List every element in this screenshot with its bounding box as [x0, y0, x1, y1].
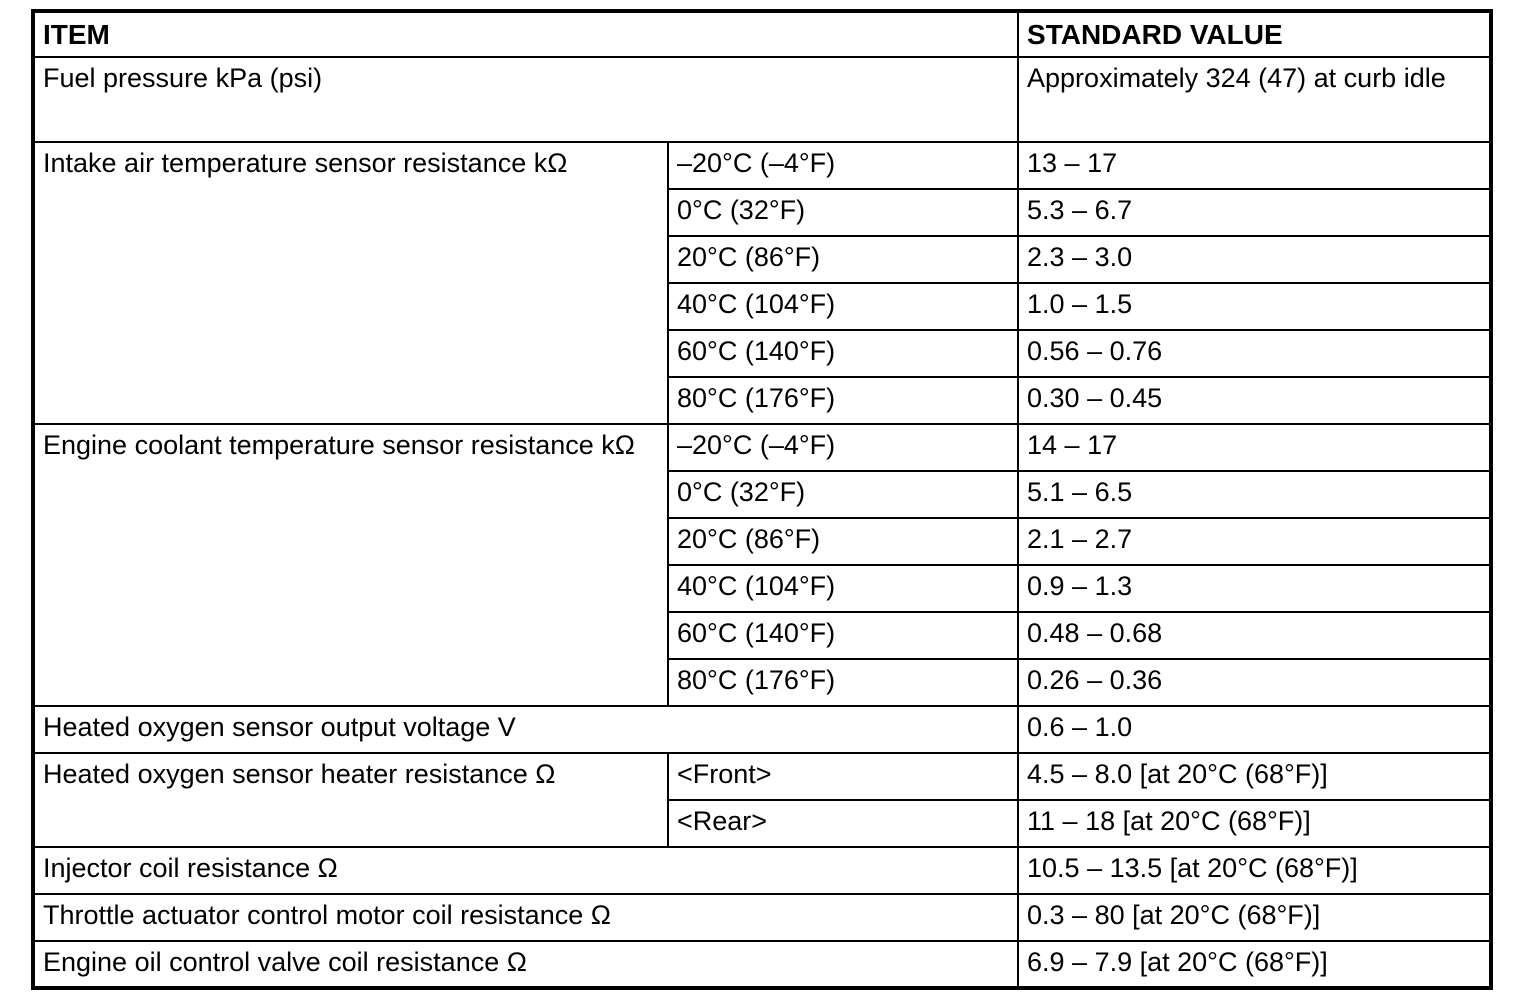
item-cell: Engine coolant temperature sensor resist…: [32, 423, 669, 707]
value-cell: 1.0 – 1.5: [1017, 282, 1493, 331]
table-row: 60°C (140°F) 0.56 – 0.76: [33, 329, 1493, 378]
table-row: <Rear> 11 – 18 [at 20°C (68°F)]: [33, 799, 1493, 848]
table-row: 60°C (140°F) 0.48 – 0.68: [33, 611, 1493, 660]
table-row: Injector coil resistance Ω 10.5 – 13.5 […: [31, 846, 1493, 895]
value-cell: 0.3 – 80 [at 20°C (68°F)]: [1017, 893, 1493, 942]
header-standard-value-cell: STANDARD VALUE: [1017, 10, 1493, 58]
condition-cell: 60°C (140°F): [666, 329, 1020, 378]
value-cell: 2.1 – 2.7: [1017, 517, 1493, 566]
value-cell: 11 – 18 [at 20°C (68°F)]: [1017, 799, 1493, 848]
table-row: 0°C (32°F) 5.3 – 6.7: [33, 188, 1493, 237]
value-cell: 4.5 – 8.0 [at 20°C (68°F)]: [1017, 752, 1493, 801]
table-row: 0°C (32°F) 5.1 – 6.5: [33, 470, 1493, 519]
table-row: 80°C (176°F) 0.26 – 0.36: [33, 658, 1493, 707]
header-item-cell: ITEM: [31, 10, 1020, 58]
condition-cell: 20°C (86°F): [666, 517, 1020, 566]
value-cell: 14 – 17: [1017, 423, 1493, 472]
table-row: Fuel pressure kPa (psi) Approximately 32…: [31, 56, 1493, 143]
value-cell: 5.3 – 6.7: [1017, 188, 1493, 237]
value-cell: 0.6 – 1.0: [1017, 705, 1493, 754]
table-header-row: ITEM STANDARD VALUE: [31, 10, 1493, 58]
table-row: Engine oil control valve coil resistance…: [31, 940, 1493, 989]
table-row: 40°C (104°F) 0.9 – 1.3: [33, 564, 1493, 613]
value-cell: 0.26 – 0.36: [1017, 658, 1493, 707]
item-cell: Throttle actuator control motor coil res…: [31, 893, 1020, 942]
value-cell: Approximately 324 (47) at curb idle: [1017, 56, 1493, 143]
condition-cell: 40°C (104°F): [666, 564, 1020, 613]
item-cell: Fuel pressure kPa (psi): [31, 56, 1020, 143]
value-cell: 5.1 – 6.5: [1017, 470, 1493, 519]
value-cell: 2.3 – 3.0: [1017, 235, 1493, 284]
condition-cell: <Front>: [666, 752, 1020, 801]
condition-cell: –20°C (–4°F): [666, 423, 1020, 472]
value-cell: 10.5 – 13.5 [at 20°C (68°F)]: [1017, 846, 1493, 895]
table-row: 40°C (104°F) 1.0 – 1.5: [33, 282, 1493, 331]
condition-cell: 80°C (176°F): [666, 376, 1020, 425]
value-cell: 0.48 – 0.68: [1017, 611, 1493, 660]
value-cell: 0.9 – 1.3: [1017, 564, 1493, 613]
item-cell: Heated oxygen sensor output voltage V: [31, 705, 1020, 754]
condition-cell: 40°C (104°F): [666, 282, 1020, 331]
item-cell: Engine oil control valve coil resistance…: [31, 940, 1020, 989]
value-cell: 6.9 – 7.9 [at 20°C (68°F)]: [1017, 940, 1493, 989]
table-row: Engine coolant temperature sensor resist…: [32, 423, 1493, 707]
value-cell: 0.56 – 0.76: [1017, 329, 1493, 378]
condition-cell: –20°C (–4°F): [666, 141, 1020, 190]
condition-cell: 0°C (32°F): [666, 188, 1020, 237]
table-row: 20°C (86°F) 2.1 – 2.7: [33, 517, 1493, 566]
table-row: Throttle actuator control motor coil res…: [31, 893, 1493, 942]
condition-cell: 80°C (176°F): [666, 658, 1020, 707]
table-row: Heated oxygen sensor heater resistance Ω…: [32, 752, 1493, 848]
value-cell: 0.30 – 0.45: [1017, 376, 1493, 425]
condition-cell: <Rear>: [666, 799, 1020, 848]
standard-value-table: ITEM STANDARD VALUE Fuel pressure kPa (p…: [31, 9, 1494, 990]
item-cell: Intake air temperature sensor resistance…: [32, 141, 669, 425]
condition-cell: 60°C (140°F): [666, 611, 1020, 660]
table-row: 80°C (176°F) 0.30 – 0.45: [33, 376, 1493, 425]
table-row: Intake air temperature sensor resistance…: [32, 141, 1493, 425]
condition-cell: 0°C (32°F): [666, 470, 1020, 519]
condition-cell: 20°C (86°F): [666, 235, 1020, 284]
item-cell: Heated oxygen sensor heater resistance Ω: [32, 752, 669, 848]
value-cell: 13 – 17: [1017, 141, 1493, 190]
item-cell: Injector coil resistance Ω: [31, 846, 1020, 895]
table-row: 20°C (86°F) 2.3 – 3.0: [33, 235, 1493, 284]
table-row: Heated oxygen sensor output voltage V 0.…: [31, 705, 1493, 754]
